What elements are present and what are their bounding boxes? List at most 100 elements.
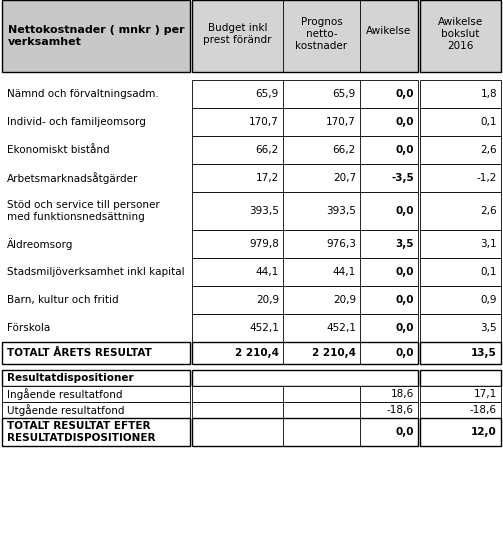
Bar — [420, 342, 501, 364]
Text: -18,6: -18,6 — [387, 405, 414, 415]
Bar — [192, 230, 418, 258]
Bar — [192, 386, 418, 402]
Text: -3,5: -3,5 — [391, 173, 414, 183]
Text: 0,9: 0,9 — [480, 295, 497, 305]
Bar — [420, 230, 501, 258]
Text: 170,7: 170,7 — [326, 117, 356, 127]
Text: TOTALT ÅRETS RESULTAT: TOTALT ÅRETS RESULTAT — [7, 348, 152, 358]
Bar — [2, 386, 190, 402]
Bar — [2, 286, 190, 314]
Bar — [192, 108, 418, 136]
Text: 170,7: 170,7 — [249, 117, 279, 127]
Text: 0,0: 0,0 — [395, 323, 414, 333]
Text: 17,1: 17,1 — [474, 389, 497, 399]
Bar — [2, 80, 190, 108]
Bar — [2, 192, 190, 230]
Text: Awikelse
bokslut
2016: Awikelse bokslut 2016 — [438, 17, 483, 51]
Bar — [192, 0, 418, 72]
Text: Stadsmiljöverksamhet inkl kapital: Stadsmiljöverksamhet inkl kapital — [7, 267, 185, 277]
Text: 2,6: 2,6 — [480, 145, 497, 155]
Text: 65,9: 65,9 — [256, 89, 279, 99]
Text: 3,5: 3,5 — [395, 239, 414, 249]
Text: 12,0: 12,0 — [471, 427, 497, 437]
Bar — [2, 418, 190, 446]
Text: Individ- och familjeomsorg: Individ- och familjeomsorg — [7, 117, 146, 127]
Text: 1,8: 1,8 — [480, 89, 497, 99]
Text: 66,2: 66,2 — [333, 145, 356, 155]
Bar — [192, 402, 418, 418]
Text: 20,9: 20,9 — [256, 295, 279, 305]
Text: 66,2: 66,2 — [256, 145, 279, 155]
Bar — [192, 286, 418, 314]
Text: Utgående resultatfond: Utgående resultatfond — [7, 404, 125, 416]
Bar — [420, 370, 501, 386]
Bar — [2, 314, 190, 342]
Text: 0,1: 0,1 — [480, 267, 497, 277]
Text: 0,0: 0,0 — [395, 117, 414, 127]
Text: -18,6: -18,6 — [470, 405, 497, 415]
Bar — [420, 0, 501, 72]
Bar — [420, 136, 501, 164]
Bar — [192, 370, 418, 386]
Text: Nettokostnader ( mnkr ) per
verksamhet: Nettokostnader ( mnkr ) per verksamhet — [8, 25, 185, 47]
Bar — [2, 164, 190, 192]
Bar — [192, 342, 418, 364]
Text: 44,1: 44,1 — [333, 267, 356, 277]
Text: Förskola: Förskola — [7, 323, 50, 333]
Text: 2,6: 2,6 — [480, 206, 497, 216]
Bar — [420, 286, 501, 314]
Text: 0,1: 0,1 — [480, 117, 497, 127]
Bar — [2, 402, 190, 418]
Bar — [2, 136, 190, 164]
Bar — [192, 80, 418, 108]
Text: 0,0: 0,0 — [395, 267, 414, 277]
Bar — [420, 164, 501, 192]
Text: 393,5: 393,5 — [249, 206, 279, 216]
Text: Resultatdispositioner: Resultatdispositioner — [7, 373, 134, 383]
Text: 0,0: 0,0 — [395, 206, 414, 216]
Bar — [420, 402, 501, 418]
Bar — [192, 314, 418, 342]
Text: 452,1: 452,1 — [326, 323, 356, 333]
Bar — [420, 108, 501, 136]
Bar — [420, 386, 501, 402]
Text: 0,0: 0,0 — [395, 295, 414, 305]
Text: -1,2: -1,2 — [477, 173, 497, 183]
Bar — [192, 164, 418, 192]
Text: 979,8: 979,8 — [249, 239, 279, 249]
Text: TOTALT RESULTAT EFTER
RESULTATDISPOSITIONER: TOTALT RESULTAT EFTER RESULTATDISPOSITIO… — [7, 421, 155, 443]
Bar — [420, 80, 501, 108]
Bar — [192, 136, 418, 164]
Text: 0,0: 0,0 — [395, 427, 414, 437]
Bar — [192, 418, 418, 446]
Text: 13,5: 13,5 — [471, 348, 497, 358]
Text: 393,5: 393,5 — [326, 206, 356, 216]
Text: Arbetsmarknadsåtgärder: Arbetsmarknadsåtgärder — [7, 172, 138, 184]
Text: 20,7: 20,7 — [333, 173, 356, 183]
Bar — [2, 0, 190, 72]
Text: Stöd och service till personer
med funktionsnedsättning: Stöd och service till personer med funkt… — [7, 200, 160, 222]
Text: 452,1: 452,1 — [249, 323, 279, 333]
Bar — [192, 192, 418, 230]
Text: Ekonomiskt bistånd: Ekonomiskt bistånd — [7, 145, 110, 155]
Text: Prognos
netto-
kostnader: Prognos netto- kostnader — [295, 17, 348, 51]
Text: 976,3: 976,3 — [326, 239, 356, 249]
Bar — [192, 258, 418, 286]
Bar — [2, 108, 190, 136]
Bar — [420, 418, 501, 446]
Text: Nämnd och förvaltningsadm.: Nämnd och förvaltningsadm. — [7, 89, 159, 99]
Text: Barn, kultur och fritid: Barn, kultur och fritid — [7, 295, 119, 305]
Bar — [2, 370, 190, 386]
Text: 0,0: 0,0 — [395, 145, 414, 155]
Bar — [2, 230, 190, 258]
Text: 0,0: 0,0 — [395, 348, 414, 358]
Text: 65,9: 65,9 — [333, 89, 356, 99]
Bar — [2, 342, 190, 364]
Text: 2 210,4: 2 210,4 — [312, 348, 356, 358]
Text: 2 210,4: 2 210,4 — [235, 348, 279, 358]
Text: Budget inkl
prest förändr: Budget inkl prest förändr — [203, 23, 272, 45]
Text: Ingående resultatfond: Ingående resultatfond — [7, 388, 123, 400]
Text: Äldreomsorg: Äldreomsorg — [7, 238, 73, 250]
Text: 17,2: 17,2 — [256, 173, 279, 183]
Text: 20,9: 20,9 — [333, 295, 356, 305]
